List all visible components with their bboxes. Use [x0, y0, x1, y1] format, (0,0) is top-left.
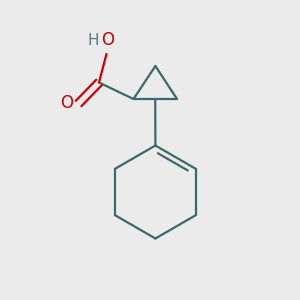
Text: H: H	[87, 33, 99, 48]
Text: O: O	[101, 32, 114, 50]
Text: O: O	[60, 94, 73, 112]
